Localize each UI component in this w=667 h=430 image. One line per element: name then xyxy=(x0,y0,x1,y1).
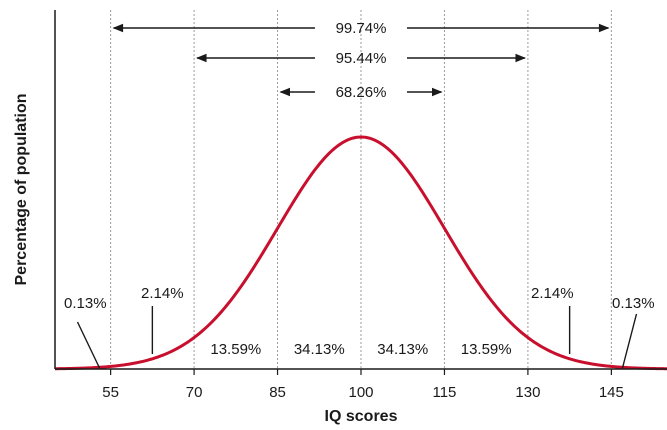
x-tick-label-130: 130 xyxy=(515,384,540,401)
segment-label-3: 34.13% xyxy=(377,341,428,358)
x-tick-label-100: 100 xyxy=(348,384,373,401)
segment-label-1: 13.59% xyxy=(210,341,261,358)
x-tick-label-145: 145 xyxy=(599,384,624,401)
bell-curve xyxy=(54,135,667,371)
tail-label-left-outer: 0.13% xyxy=(64,295,107,312)
x-tick-label-115: 115 xyxy=(432,384,456,401)
tail-label-right-inner: 2.14% xyxy=(531,285,574,302)
x-tick-label-85: 85 xyxy=(269,384,286,401)
range-label-2: 95.44% xyxy=(336,50,387,67)
x-tick-label-55: 55 xyxy=(102,384,119,401)
y-axis-label: Percentage of population xyxy=(13,93,30,285)
segment-label-2: 34.13% xyxy=(294,341,345,358)
segment-label-4: 13.59% xyxy=(461,341,512,358)
tail-leader-right-outer xyxy=(621,313,638,369)
plot-area: 55 70 85 100 115 130 145 13.59% 34.13% 34.13% 13.5… xyxy=(54,10,667,401)
x-axis-label: IQ scores xyxy=(325,408,398,425)
range-label-3: 68.26% xyxy=(336,84,387,101)
tail-label-left-inner: 2.14% xyxy=(141,285,184,302)
x-tick-label-70: 70 xyxy=(186,384,203,401)
tail-label-right-outer: 0.13% xyxy=(612,295,655,312)
range-label-1: 99.74% xyxy=(336,20,387,37)
tail-leader-left-outer xyxy=(76,321,101,369)
